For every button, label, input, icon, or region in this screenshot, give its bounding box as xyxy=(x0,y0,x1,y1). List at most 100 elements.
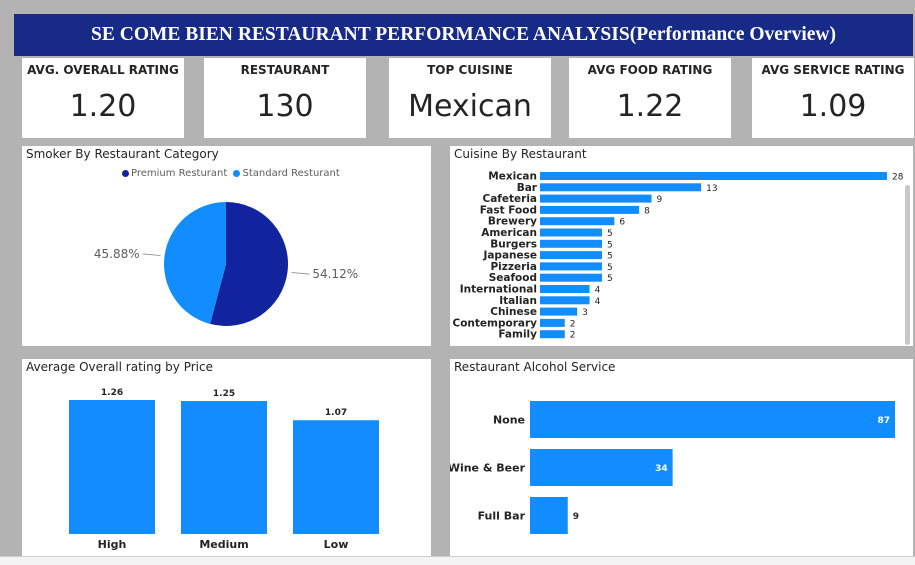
page-tabs-strip xyxy=(0,556,915,565)
price-category-label: High xyxy=(98,538,127,551)
cuisine-value-label: 28 xyxy=(892,173,904,183)
kpi-card-avg-food-rating[interactable]: AVG FOOD RATING 1.22 xyxy=(569,58,731,138)
pie-data-label: 54.12% xyxy=(312,267,358,281)
cuisine-value-label: 5 xyxy=(607,263,613,273)
cuisine-bar[interactable] xyxy=(540,285,590,293)
price-bar[interactable] xyxy=(69,400,155,534)
cuisine-chart-title: Cuisine By Restaurant xyxy=(454,147,587,161)
cuisine-value-label: 6 xyxy=(619,218,625,228)
alcohol-chart-svg: None 87 Wine & Beer 34 Full Bar 9 xyxy=(450,401,895,534)
price-bar[interactable] xyxy=(181,401,267,534)
price-chart-title: Average Overall rating by Price xyxy=(26,360,213,374)
cuisine-bar[interactable] xyxy=(540,239,602,248)
pie-chart-svg: 54.12% 45.88% xyxy=(94,202,358,326)
price-rating-panel[interactable]: Average Overall rating by Price 1.26 High… xyxy=(22,359,431,559)
price-value-label: 1.25 xyxy=(213,389,235,399)
cuisine-value-label: 5 xyxy=(607,240,613,250)
alcohol-service-panel[interactable]: Restaurant Alcohol Service None 87 Wine & … xyxy=(450,359,913,559)
cuisine-category-label: Family xyxy=(498,329,537,341)
cuisine-bar[interactable] xyxy=(540,183,702,192)
smoker-pie-panel[interactable]: Smoker By Restaurant Category Premium Re… xyxy=(22,146,431,346)
price-value-label: 1.26 xyxy=(101,388,123,398)
kpi-card-avg-service-rating[interactable]: AVG SERVICE RATING 1.09 xyxy=(752,58,914,138)
cuisine-category-label: International xyxy=(460,284,537,296)
cuisine-value-label: 5 xyxy=(607,229,613,239)
cuisine-bar[interactable] xyxy=(540,273,602,282)
kpi-label: AVG SERVICE RATING xyxy=(761,63,905,77)
alcohol-value-label: 87 xyxy=(877,416,890,426)
cuisine-bar[interactable] xyxy=(540,330,565,339)
kpi-card-avg-overall-rating[interactable]: AVG. OVERALL RATING 1.20 xyxy=(22,58,184,138)
kpi-value: 1.22 xyxy=(616,89,684,124)
cuisine-bar-panel[interactable]: Cuisine By Restaurant Mexican 28 Bar 13 Cafe… xyxy=(450,146,913,346)
cuisine-bar[interactable] xyxy=(540,296,590,305)
cuisine-value-label: 4 xyxy=(595,297,601,307)
cuisine-category-label: Fast Food xyxy=(480,204,537,216)
alcohol-value-label: 9 xyxy=(573,512,579,522)
cuisine-bar[interactable] xyxy=(540,251,602,260)
alcohol-category-label: Full Bar xyxy=(478,510,526,523)
dashboard-title-bar: SE COME BIEN RESTAURANT PERFORMANCE ANAL… xyxy=(14,14,913,56)
pie-slice-premium[interactable] xyxy=(210,202,289,326)
cuisine-scrollbar[interactable] xyxy=(905,185,910,345)
kpi-card-restaurant[interactable]: RESTAURANT 130 xyxy=(204,58,366,138)
cuisine-value-label: 3 xyxy=(582,308,588,318)
alcohol-category-label: Wine & Beer xyxy=(450,462,526,475)
price-category-label: Low xyxy=(324,538,349,551)
price-value-label: 1.07 xyxy=(325,408,347,418)
cuisine-value-label: 5 xyxy=(607,252,613,262)
pie-slice-standard[interactable] xyxy=(164,202,226,324)
legend-label: Premium Resturant xyxy=(131,168,228,179)
cuisine-category-label: Mexican xyxy=(488,171,537,183)
dashboard-title: SE COME BIEN RESTAURANT PERFORMANCE ANAL… xyxy=(91,24,836,45)
cuisine-bar[interactable] xyxy=(540,205,640,214)
alcohol-category-label: None xyxy=(493,414,525,427)
alcohol-value-label: 34 xyxy=(655,464,668,474)
pie-leader-line[interactable] xyxy=(142,253,161,256)
price-chart-svg: 1.26 High 1.25 Medium 1.07 Low xyxy=(69,388,379,551)
kpi-value: 1.20 xyxy=(69,89,137,124)
cuisine-category-label: Contemporary xyxy=(453,317,538,329)
kpi-card-top-cuisine[interactable]: TOP CUISINE Mexican xyxy=(389,58,551,138)
cuisine-value-label: 13 xyxy=(706,184,717,194)
kpi-label: AVG. OVERALL RATING xyxy=(27,63,179,77)
cuisine-category-label: Italian xyxy=(499,295,537,307)
smoker-legend: Premium Resturant Standard Resturant xyxy=(122,168,343,179)
price-category-label: Medium xyxy=(199,538,248,551)
cuisine-category-label: American xyxy=(481,227,537,239)
legend-label: Standard Resturant xyxy=(242,168,340,179)
cuisine-value-label: 5 xyxy=(607,274,613,284)
cuisine-category-label: Burgers xyxy=(490,238,537,250)
cuisine-bar[interactable] xyxy=(540,262,602,271)
smoker-chart-title: Smoker By Restaurant Category xyxy=(26,147,219,161)
cuisine-category-label: Chinese xyxy=(490,306,537,318)
pie-data-label: 45.88% xyxy=(94,247,140,261)
pie-leader-line[interactable] xyxy=(291,272,310,275)
cuisine-bar[interactable] xyxy=(540,194,652,203)
cuisine-value-label: 4 xyxy=(595,286,601,296)
alcohol-bar[interactable] xyxy=(530,401,895,438)
cuisine-bar[interactable] xyxy=(540,228,602,237)
cuisine-bar[interactable] xyxy=(540,307,578,316)
cuisine-bar[interactable] xyxy=(540,172,887,180)
cuisine-category-label: Bar xyxy=(517,182,538,194)
cuisine-value-label: 2 xyxy=(570,331,576,341)
alcohol-chart-title: Restaurant Alcohol Service xyxy=(454,360,616,374)
kpi-label: TOP CUISINE xyxy=(427,63,513,77)
price-bar[interactable] xyxy=(293,420,379,534)
cuisine-bar[interactable] xyxy=(540,217,615,226)
cuisine-value-label: 8 xyxy=(644,206,650,216)
legend-item-standard[interactable]: Standard Resturant xyxy=(233,168,340,179)
cuisine-category-label: Pizzeria xyxy=(490,261,537,273)
cuisine-category-label: Japanese xyxy=(482,250,537,262)
legend-dot-icon xyxy=(122,169,129,177)
kpi-value: 130 xyxy=(256,89,314,124)
alcohol-bar[interactable] xyxy=(530,497,568,534)
kpi-label: RESTAURANT xyxy=(240,63,330,77)
legend-item-premium[interactable]: Premium Resturant xyxy=(122,168,227,179)
alcohol-bar[interactable] xyxy=(530,449,673,486)
kpi-value: 1.09 xyxy=(799,89,867,124)
cuisine-value-label: 2 xyxy=(570,319,576,329)
cuisine-bar[interactable] xyxy=(540,318,565,327)
kpi-value: Mexican xyxy=(408,89,532,124)
